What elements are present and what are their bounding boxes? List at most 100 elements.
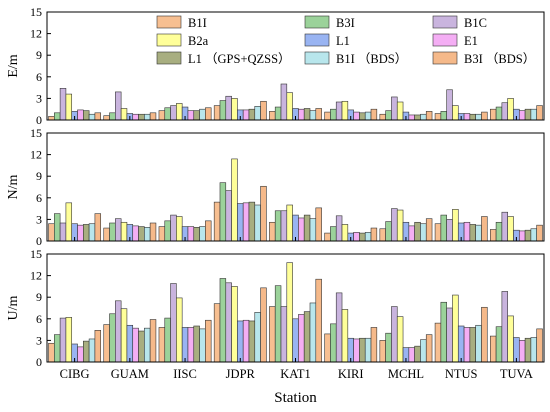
bar-p3-s4-c2 [120,308,128,363]
bar-p1-s3-c2 [115,91,122,121]
xtick-label: KAT1 [280,367,311,381]
bar-p2-s1-c8 [434,223,442,242]
bar-p3-s3-c6 [335,292,343,363]
bar-p2-s7-c7 [414,221,421,242]
bar-p1-s9-c5 [315,108,322,121]
bar-p3-s8-c2 [144,327,151,363]
ytick-label: 15 [30,247,42,261]
bar-p2-s1-c9 [489,229,497,242]
legend-swatch [304,15,330,29]
bar-p3-s8-c8 [475,324,482,363]
bar-p3-s8-c5 [309,302,317,363]
bar-p1-s3-c4 [225,95,232,121]
bar-p1-s9-c7 [425,111,433,121]
bar-p1-s4-c5 [286,92,293,121]
bar-p2-s3-c6 [335,215,343,242]
bar-p3-s2-c3 [164,317,171,363]
bar-p2-s1-c2 [103,227,110,242]
xtick-label: IISC [173,367,197,381]
bar-p2-s4-c5 [286,204,293,242]
ytick-label: 15 [30,126,42,140]
bar-p1-s1-c9 [489,108,497,121]
bar-p3-s1-c5 [269,306,276,363]
bar-p2-s8-c8 [475,224,482,242]
bar-p1-s6-c2 [132,113,139,121]
bar-p2-s4-c8 [452,209,459,242]
bar-p3-s4-c5 [286,262,293,363]
bar-p2-s9-c8 [481,216,488,242]
bar-p2-s9-c5 [315,207,322,242]
bar-p3-s7-c5 [303,311,311,363]
legend-swatch [156,51,182,65]
bar-p1-s3-c8 [446,89,453,121]
bar-p3-s7-c9 [524,337,532,363]
bar-p2-s3-c5 [280,210,288,242]
y-axis-label: U/m [6,295,21,320]
bar-p3-s3-c4 [225,282,232,363]
legend-swatch [432,15,458,29]
bar-p2-s9-c6 [370,227,378,242]
bar-p1-s8-c9 [530,108,537,121]
bar-p1-s7-c9 [524,108,532,121]
ytick-label: 3 [36,91,42,105]
bar-p2-s6-c3 [187,226,195,242]
bar-p3-s6-c6 [353,338,360,363]
bar-p2-s6-c8 [463,221,471,242]
bar-p1-s4-c6 [341,100,349,121]
bar-p2-s2-c9 [495,221,503,242]
bar-p2-s2-c8 [440,214,447,242]
ytick-label: 0 [36,355,42,369]
xtick-label: TUVA [500,367,533,381]
bar-p1-s8-c1 [88,113,96,121]
bar-p3-s1-c2 [103,324,110,363]
bar-p1-s2-c6 [330,108,337,121]
bar-p3-s7-c1 [83,340,90,363]
bar-p1-s4-c3 [176,103,183,121]
ytick-label: 6 [36,70,42,84]
bar-p3-s4-c1 [65,317,73,363]
bar-p2-s7-c3 [193,227,200,242]
bar-p1-s3-c3 [170,105,177,121]
bar-p2-s7-c5 [303,214,311,242]
bar-p2-s4-c2 [120,221,128,242]
bar-p3-s5-c5 [292,318,299,363]
bar-p3-s4-c9 [507,315,514,363]
bar-p3-s2-c8 [440,301,447,363]
bar-p3-s8-c7 [420,339,427,363]
legend-label: B1I [188,16,207,30]
bar-p3-s8-c4 [254,312,261,363]
legend-label: L1 [336,34,350,48]
bar-p1-s1-c1 [48,116,55,121]
bar-p3-s3-c9 [501,291,508,363]
bar-p1-s2-c3 [164,107,171,121]
bar-p3-s6-c3 [187,327,195,363]
bar-p2-s8-c2 [144,227,151,242]
bar-p2-s1-c1 [48,223,55,242]
xtick-label: GUAM [111,367,149,381]
xtick-label: MCHL [388,367,424,381]
bar-p3-s1-c3 [158,327,166,363]
bar-p2-s2-c2 [109,222,116,242]
ytick-label: 9 [36,169,42,183]
bar-p2-s6-c7 [408,225,415,242]
bar-p3-s9-c8 [481,306,488,363]
bar-p2-s3-c2 [115,218,122,242]
bar-p3-s6-c9 [518,340,526,363]
legend-label: B1C [464,16,487,30]
bar-p1-s6-c7 [408,114,415,121]
bar-p3-s6-c2 [132,327,139,363]
bar-p2-s8-c5 [309,218,317,242]
bar-p1-s6-c8 [463,113,471,121]
bar-p2-s4-c6 [341,224,349,242]
bar-p3-s5-c3 [181,327,189,363]
bar-p2-s6-c9 [518,230,526,242]
bar-p3-s4-c7 [396,316,404,363]
bar-p3-s1-c7 [379,340,386,363]
bar-p3-s7-c4 [248,320,256,363]
bar-p1-s2-c5 [274,106,282,121]
ytick-label: 12 [30,148,42,162]
bar-p1-s1-c2 [103,115,110,121]
bar-p2-s2-c1 [54,213,61,242]
bar-p1-s3-c6 [335,101,343,121]
bar-p2-s8-c7 [420,223,427,242]
